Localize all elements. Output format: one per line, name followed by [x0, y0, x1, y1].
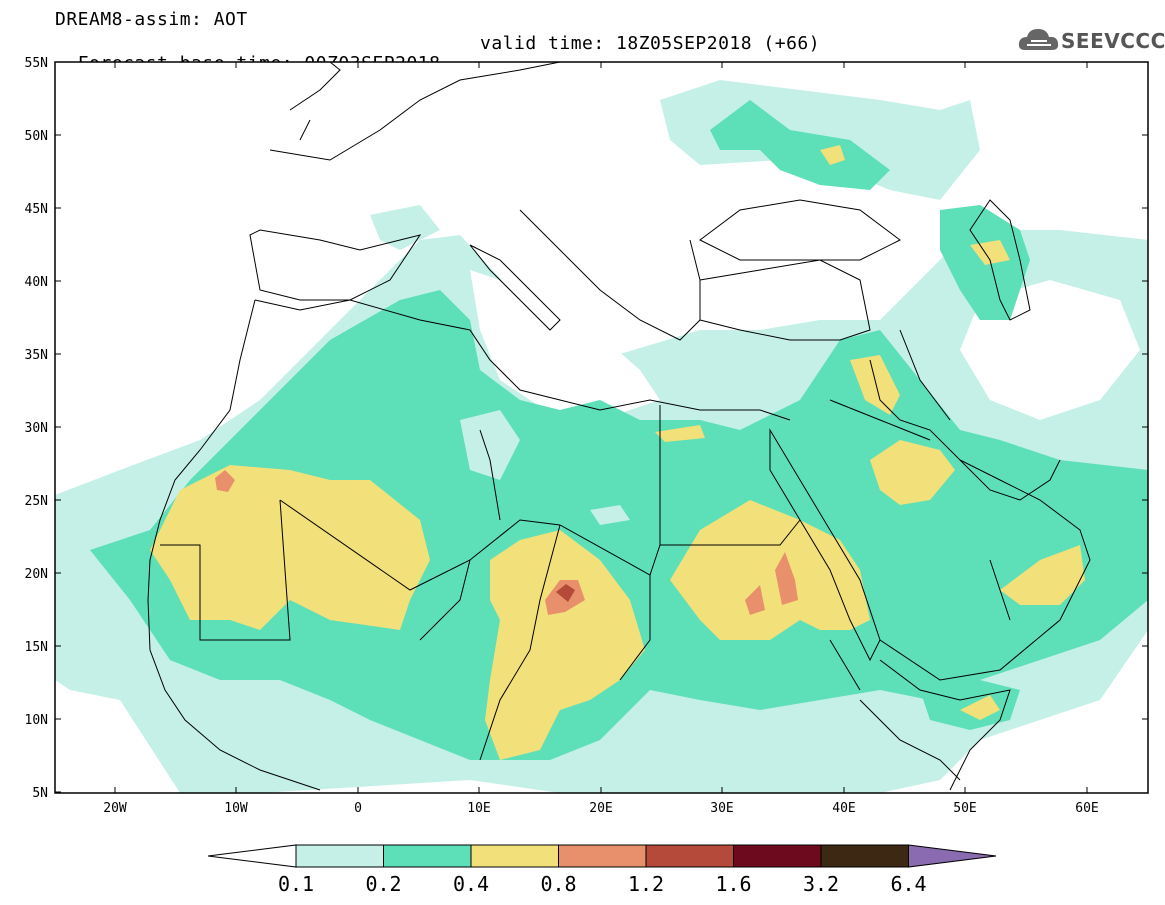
coast-red-sea	[769, 428, 881, 662]
border-sahara-5	[479, 524, 561, 761]
colorbar-high-arrow	[908, 844, 997, 868]
coast-west-africa	[147, 299, 321, 791]
lon-tick: 60E	[1075, 801, 1098, 816]
aot-band-0-4-iraq	[850, 355, 900, 415]
colorbar-segment	[383, 844, 472, 868]
aot-band-0-4-sudan	[670, 500, 870, 640]
lon-tick: 0	[354, 801, 362, 816]
aot-band-0-4-west	[150, 465, 430, 630]
colorbar-label: 0.1	[278, 872, 314, 896]
lat-tick: 40N	[25, 275, 48, 290]
border-horn-1	[829, 639, 961, 781]
aot-band-0-2-north	[710, 100, 890, 190]
coast-arabia	[869, 359, 1091, 681]
aot-band-0-1-west	[370, 205, 440, 250]
colorbar: 0.1 0.2 0.4 0.8 1.2 1.6 3.2 6.4	[207, 844, 997, 896]
aot-band-0-4-caucasus	[970, 240, 1010, 265]
logo-text: SEEVCCC	[1061, 29, 1165, 53]
aot-band-0-8-morocco	[215, 470, 235, 492]
border-sahara-2	[160, 499, 291, 641]
colorbar-segment	[820, 844, 909, 868]
tick-marks	[55, 61, 1148, 793]
lat-tick: 50N	[25, 129, 48, 144]
colorbar-segment	[558, 844, 647, 868]
coast-britain	[289, 62, 341, 141]
lon-tick: 30E	[710, 801, 733, 816]
colorbar-label: 0.2	[365, 872, 401, 896]
lat-tick: 45N	[25, 202, 48, 217]
aot-band-0-4-libya	[655, 425, 705, 442]
colorbar-label: 3.2	[803, 872, 839, 896]
aot-clear-med	[470, 270, 660, 420]
lat-tick: 25N	[25, 494, 48, 509]
cloud-icon	[1018, 29, 1059, 50]
colorbar-segment	[295, 844, 384, 868]
valid-time-text: valid time: 18Z05SEP2018 (+66)	[480, 33, 821, 54]
aot-clear-gap2	[590, 505, 630, 525]
colorbar-segment	[470, 844, 559, 868]
aot-band-0-4-arabia	[870, 440, 955, 505]
lon-tick: 20W	[103, 801, 127, 816]
coast-balkans	[519, 209, 701, 341]
lat-tick: 20N	[25, 567, 48, 582]
lat-tick: 35N	[25, 348, 48, 363]
colorbar-label: 0.8	[540, 872, 576, 896]
lon-tick: 10W	[224, 801, 248, 816]
aot-band-0-4-ukraine	[820, 145, 845, 165]
coast-horn	[879, 659, 1011, 791]
aot-clear-gap1	[460, 410, 520, 480]
lon-tick-labels: 20W 10W 0 10E 20E 30E 40E 50E 60E	[103, 801, 1098, 816]
lon-tick: 50E	[953, 801, 976, 816]
aot-field	[55, 62, 1148, 793]
coast-italy	[469, 244, 561, 331]
lat-tick: 30N	[25, 421, 48, 436]
colorbar-segment	[733, 844, 822, 868]
border-sahara-4	[419, 429, 501, 641]
lat-tick: 55N	[25, 56, 48, 71]
colorbar-label: 1.6	[715, 872, 751, 896]
colorbar-low-arrow	[207, 844, 297, 868]
colorbar-segment	[645, 844, 734, 868]
lat-tick: 5N	[32, 786, 48, 801]
lon-tick: 20E	[589, 801, 612, 816]
border-sahara-3	[619, 405, 661, 681]
map-title: DREAM8-assim: AOT	[55, 9, 248, 30]
coast-black-sea	[699, 199, 901, 261]
colorbar-label: 1.2	[628, 872, 664, 896]
aot-band-0-8-sudan2	[775, 552, 798, 605]
aot-band-0-4-oman	[1000, 545, 1085, 605]
coast-europe-north	[269, 62, 561, 161]
aot-band-1-2-chad	[556, 584, 575, 602]
lat-tick: 15N	[25, 640, 48, 655]
coastlines	[147, 62, 1091, 791]
aot-band-0-8-sudan1	[745, 585, 765, 615]
lat-tick: 10N	[25, 713, 48, 728]
lon-tick: 10E	[467, 801, 490, 816]
coast-iberia	[249, 229, 422, 301]
lat-tick-labels: 55N 50N 45N 40N 35N 30N 25N 20N 15N 10N …	[25, 56, 48, 801]
coast-gulf	[959, 459, 1061, 501]
aot-band-0-4-somalia	[960, 695, 1000, 720]
seevccc-logo: SEEVCCC	[1015, 22, 1165, 58]
aot-band-0-4-central	[485, 530, 645, 760]
colorbar-label: 6.4	[890, 872, 926, 896]
lon-tick: 40E	[832, 801, 855, 816]
border-mideast	[829, 329, 1011, 621]
coast-caspian	[969, 199, 1031, 321]
colorbar-label: 0.4	[453, 872, 489, 896]
coast-turkey	[699, 259, 871, 341]
